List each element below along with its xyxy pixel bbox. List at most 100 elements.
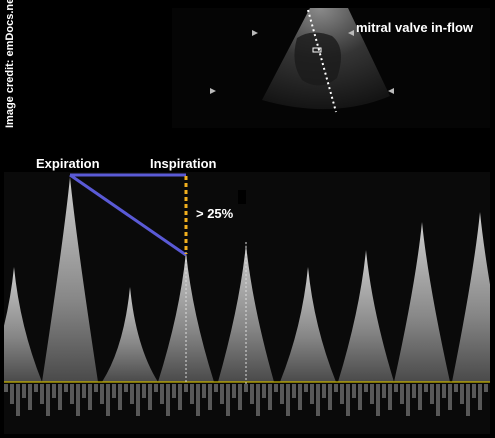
- noise-streak: [166, 384, 170, 416]
- noise-streak: [322, 384, 326, 398]
- noise-streak: [262, 384, 266, 398]
- triangle-marker-right-top: [348, 30, 354, 36]
- noise-streak: [208, 384, 212, 410]
- pulsed-doppler-spectrum: [4, 172, 490, 434]
- noise-streak: [130, 384, 134, 404]
- noise-streak: [82, 384, 86, 398]
- noise-streak: [70, 384, 74, 404]
- noise-streak: [280, 384, 284, 404]
- expiration-label: Expiration: [36, 156, 100, 171]
- noise-streak: [370, 384, 374, 404]
- noise-streak: [424, 384, 428, 392]
- noise-streak: [436, 384, 440, 416]
- noise-streak: [22, 384, 26, 398]
- noise-streak: [136, 384, 140, 416]
- noise-streak: [214, 384, 218, 392]
- inspiration-label: Inspiration: [150, 156, 217, 171]
- noise-streak: [250, 384, 254, 404]
- noise-streak: [328, 384, 332, 410]
- noise-streak: [226, 384, 230, 416]
- percent-drop-label: > 25%: [196, 206, 234, 221]
- noise-streak: [292, 384, 296, 398]
- triangle-marker-left-top: [252, 30, 258, 36]
- noise-streak: [358, 384, 362, 410]
- noise-streak: [238, 384, 242, 410]
- noise-streak: [64, 384, 68, 392]
- noise-streak: [160, 384, 164, 404]
- noise-streak: [376, 384, 380, 416]
- noise-streak: [382, 384, 386, 398]
- noise-streak: [184, 384, 188, 392]
- noise-streak: [172, 384, 176, 398]
- doppler-peak: [280, 267, 336, 382]
- triangle-marker-left-bottom: [210, 88, 216, 94]
- mitral-inflow-label: mitral valve in-flow: [356, 20, 474, 35]
- noise-streak: [124, 384, 128, 392]
- noise-streak: [220, 384, 224, 404]
- noise-streak: [196, 384, 200, 416]
- sample-gate: [312, 47, 322, 53]
- noise-streak: [148, 384, 152, 410]
- noise-streak: [418, 384, 422, 410]
- noise-streak: [34, 384, 38, 392]
- noise-streak: [232, 384, 236, 398]
- noise-streak: [16, 384, 20, 416]
- doppler-waveform: [4, 177, 490, 382]
- noise-streak: [274, 384, 278, 392]
- inspiration-diagonal-line: [69, 173, 187, 257]
- noise-streak: [364, 384, 368, 392]
- noise-streak: [88, 384, 92, 410]
- noise-streak: [244, 384, 248, 392]
- noise-streak: [52, 384, 56, 398]
- noise-streak: [298, 384, 302, 410]
- dark-marker-block: [238, 190, 246, 204]
- doppler-peak: [452, 212, 490, 382]
- noise-streak: [58, 384, 62, 410]
- noise-streak: [346, 384, 350, 416]
- noise-streak: [268, 384, 272, 410]
- noise-streak: [472, 384, 476, 398]
- triangle-marker-right-bottom: [388, 88, 394, 94]
- noise-streak: [286, 384, 290, 416]
- echocardiogram-inset: [172, 8, 490, 128]
- noise-streak: [142, 384, 146, 398]
- noise-streak: [412, 384, 416, 398]
- noise-streak: [100, 384, 104, 404]
- noise-streak: [430, 384, 434, 404]
- doppler-peak: [394, 222, 450, 382]
- noise-streak: [10, 384, 14, 404]
- noise-streak: [442, 384, 446, 398]
- heart-chamber-shape: [294, 32, 341, 86]
- noise-streak: [190, 384, 194, 404]
- noise-streak: [28, 384, 32, 410]
- noise-streak: [460, 384, 464, 404]
- noise-streak: [118, 384, 122, 410]
- noise-streak: [394, 384, 398, 392]
- noise-streak: [256, 384, 260, 416]
- noise-streak: [4, 384, 8, 392]
- noise-streak: [304, 384, 308, 392]
- noise-streak: [154, 384, 158, 392]
- doppler-peak: [4, 267, 42, 382]
- doppler-peak: [218, 244, 274, 382]
- noise-streak: [316, 384, 320, 416]
- noise-streak: [46, 384, 50, 416]
- noise-streak: [484, 384, 488, 392]
- doppler-peak: [102, 287, 158, 382]
- noise-streak: [352, 384, 356, 398]
- noise-streak: [94, 384, 98, 392]
- noise-streak: [334, 384, 338, 392]
- noise-streak: [454, 384, 458, 392]
- noise-streak: [112, 384, 116, 398]
- noise-streak: [466, 384, 470, 416]
- noise-streak: [106, 384, 110, 416]
- noise-streak: [178, 384, 182, 410]
- doppler-peak: [42, 177, 98, 382]
- noise-streak: [448, 384, 452, 410]
- noise-streak: [202, 384, 206, 398]
- noise-streak: [400, 384, 404, 404]
- noise-streak: [310, 384, 314, 404]
- noise-streak: [76, 384, 80, 416]
